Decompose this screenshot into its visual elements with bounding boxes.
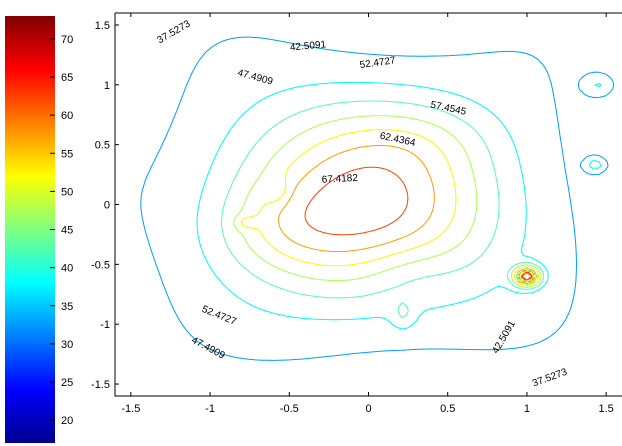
contour-label: 67.4182 [322, 173, 359, 186]
contour-line-level-6 [278, 144, 538, 285]
colorbar-tick-label: 70 [61, 34, 73, 46]
x-tick-label: 0 [365, 403, 371, 415]
contour-line-level-5 [240, 129, 540, 286]
colorbar-ticks: 70 65 60 55 50 45 40 35 30 25 20 [50, 34, 73, 427]
colorbar-tick-label: 45 [61, 225, 73, 237]
contour-label: 52.4727 [359, 55, 397, 71]
colorbar-tick-label: 30 [61, 339, 73, 351]
contour-label: 47.4909 [190, 335, 227, 362]
colorbar-tick-label: 20 [61, 415, 73, 427]
contour-labels: 37.527342.509152.472747.490957.454562.43… [156, 18, 570, 389]
y-tick-label: 1 [104, 80, 110, 92]
contour-label: 42.5091 [490, 319, 518, 356]
contour-label: 42.5091 [290, 39, 327, 53]
colorbar-gradient [5, 16, 55, 443]
y-tick-label: 0 [104, 200, 110, 212]
x-tick-label: -0.5 [280, 403, 299, 415]
contour-spike-ring [521, 272, 533, 281]
y-tick-label: -1.5 [91, 379, 110, 391]
contour-label: 47.4909 [236, 68, 274, 88]
colorbar-tick-label: 60 [61, 110, 73, 122]
x-tick-label: 1 [524, 403, 530, 415]
contour-label: 37.5273 [531, 367, 569, 390]
contour-lines [140, 36, 615, 361]
x-tick-label: -1 [205, 403, 215, 415]
y-tick-label: -0.5 [91, 259, 110, 271]
x-tick-label: -1.5 [121, 403, 140, 415]
colorbar-tick-label: 65 [61, 72, 73, 84]
colorbar-tick-label: 50 [61, 186, 73, 198]
y-tick-label: -1 [100, 319, 110, 331]
colorbar-tick-label: 25 [61, 377, 73, 389]
contour-line-level-3 [221, 100, 545, 319]
contour-line-level-1 [140, 36, 615, 361]
contour-spike-ring [515, 267, 539, 286]
contour-label: 37.5273 [156, 18, 193, 46]
contour-label: 52.4727 [200, 304, 238, 328]
colorbar: 70 65 60 55 50 45 40 35 30 25 20 [5, 16, 73, 443]
colorbar-tick-label: 40 [61, 263, 73, 275]
contour-label: 57.4545 [429, 100, 467, 118]
plot-area: 37.527342.509152.472747.490957.454562.43… [91, 12, 622, 415]
colorbar-tick-label: 55 [61, 148, 73, 160]
contour-spike-ring [518, 269, 536, 283]
x-tick-label: 0.5 [440, 403, 455, 415]
y-tick-label: 1.5 [95, 20, 110, 32]
axes: -1.5 -1 -0.5 0 0.5 1 1.5 1.5 1 0.5 0 -0.5 -1 -1.5 [91, 12, 622, 415]
colorbar-tick-label: 35 [61, 301, 73, 313]
y-tick-label: 0.5 [95, 140, 110, 152]
x-tick-label: 1.5 [599, 403, 614, 415]
contour-line-level-2 [196, 81, 602, 330]
contour-line-level-4 [232, 115, 542, 288]
